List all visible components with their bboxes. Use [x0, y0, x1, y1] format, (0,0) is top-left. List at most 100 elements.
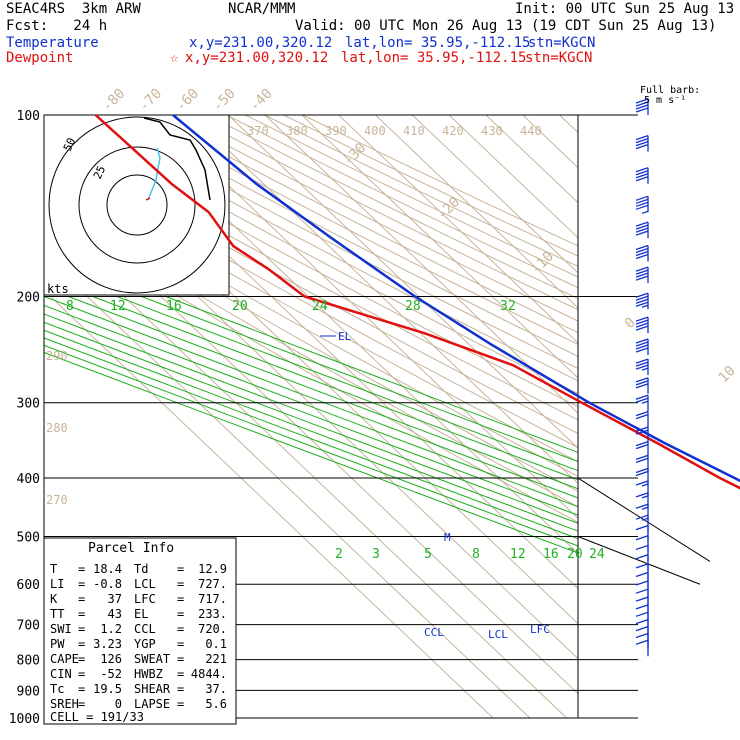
pressure-tick-label: 900 — [17, 684, 40, 699]
parcel-field-eq: = — [78, 622, 85, 636]
wind-barb-flag — [635, 503, 649, 509]
wind-barb — [635, 244, 649, 262]
wind-barb-flag — [635, 358, 649, 364]
moist-adiabat-label: 16 — [166, 299, 182, 314]
parcel-field-key: Td — [134, 562, 148, 576]
pressure-tick-label: 300 — [17, 397, 40, 412]
parcel-field-value: 717. — [198, 592, 227, 606]
wind-barb-flag — [635, 137, 649, 144]
theta-tick-label: 430 — [481, 124, 503, 138]
dewpoint-star-icon: ☆ — [170, 50, 179, 66]
hodograph-units-label: kts — [47, 282, 69, 296]
parcel-field-value: 37. — [205, 682, 227, 696]
wind-barb-flag — [635, 580, 649, 586]
parcel-field-eq: = — [177, 637, 184, 651]
isotherm-tick-label: -50 — [210, 86, 239, 115]
parcel-field-value: 727. — [198, 577, 227, 591]
isotherm-line — [375, 115, 578, 309]
parcel-field-value: -52 — [100, 667, 122, 681]
header-init: Init: 00 UTC Sun 25 Aug 13 — [515, 1, 735, 17]
wind-barb-flag — [635, 295, 649, 301]
pressure-tick-label: 200 — [17, 291, 40, 306]
wind-barb — [635, 292, 649, 310]
parcel-field-eq: = — [78, 637, 85, 651]
dry-adiabat-line — [73, 115, 578, 382]
parcel-field-key: K — [50, 592, 58, 606]
pressure-tick-label: 400 — [17, 472, 40, 487]
dewpoint-station: stn=KGCN — [525, 50, 593, 66]
dry-adiabat-line — [54, 115, 578, 395]
plot-frame — [43, 114, 579, 719]
moist-adiabat-line — [44, 344, 578, 547]
wind-barb — [635, 411, 649, 428]
hodograph-ring-label: 25 — [91, 164, 108, 182]
dry-adiabat-line — [283, 115, 578, 257]
moist-adiabat-line — [44, 304, 578, 508]
isotherm-tick-label: -60 — [173, 86, 202, 115]
parcel-field-eq: = — [177, 592, 184, 606]
parcel-field-key: CCL — [134, 622, 156, 636]
parcel-info-box — [43, 537, 237, 725]
wind-barb-flag — [635, 341, 649, 347]
parcel-field-key: LI — [50, 577, 64, 591]
wind-barb-flag — [635, 170, 649, 176]
temperature-latlon: lat,lon= 35.95,-112.15 — [345, 35, 531, 51]
level-marker-label: LFC — [530, 623, 550, 636]
wind-barb-flag — [635, 426, 649, 432]
parcel-field-eq: = — [177, 562, 184, 576]
dewpoint-legend-label: Dewpoint — [6, 50, 74, 66]
moist-adiabat-line — [92, 296, 578, 481]
wind-barbs — [635, 98, 649, 657]
moist-adiabat-line — [44, 329, 578, 532]
temperature-profile-line — [172, 114, 740, 483]
parcel-field-eq: = — [78, 667, 85, 681]
parcel-field-eq: = — [177, 652, 184, 666]
wind-barb-flag — [641, 400, 649, 404]
parcel-info-title: Parcel Info — [88, 541, 174, 556]
mixing-ratio-label: 5 — [424, 547, 432, 562]
pressure-tick-label: 100 — [17, 109, 40, 124]
parcel-field-key: TT — [50, 607, 64, 621]
moist-adiabat-line — [116, 296, 578, 472]
wind-barb-flag — [635, 325, 649, 331]
dry-adiabat-line — [44, 141, 578, 435]
isotherm-tick-label: -10 — [528, 248, 557, 277]
hodograph-ring-label: 50 — [61, 136, 78, 154]
header-title: SEAC4RS 3km ARW — [6, 1, 141, 17]
parcel-field-eq: = — [78, 652, 85, 666]
isotherm-line — [596, 115, 740, 718]
parcel-field-key: Tc — [50, 682, 64, 696]
wind-barb-flag — [635, 292, 649, 298]
barb-key-line2: 5 m s⁻¹ — [644, 95, 687, 106]
wind-barb-flag — [635, 272, 649, 278]
parcel-field-eq: = — [177, 667, 184, 681]
isotherm-line — [338, 115, 578, 344]
wind-barb-flag — [635, 411, 649, 417]
parcel-field-eq: = — [177, 682, 184, 696]
wind-barb — [635, 266, 649, 284]
level-marker-label: LCL — [488, 628, 508, 641]
isotherm-tick-label: -20 — [434, 194, 463, 223]
wind-barb-flag — [641, 367, 649, 371]
wind-barb-flag — [635, 414, 649, 420]
wind-barb — [635, 441, 649, 458]
wind-barb-flag — [635, 134, 649, 141]
wind-barb-flag — [635, 525, 649, 531]
isotherm-line — [559, 115, 578, 134]
wind-barb-flag — [641, 483, 649, 487]
mixing-ratio-label: 8 — [472, 547, 480, 562]
wind-barb — [635, 580, 649, 598]
wind-barb-flag — [635, 301, 649, 307]
wind-barb — [635, 134, 649, 152]
parcel-field-value: 43 — [108, 607, 122, 621]
wind-barb-flag — [641, 495, 649, 499]
wind-barb-flag — [635, 444, 649, 450]
parcel-field-value: 0.1 — [205, 637, 227, 651]
wind-barb-flag — [635, 618, 649, 625]
wind-barb — [635, 426, 649, 444]
mixing-ratio-label: 2 — [335, 547, 343, 562]
dry-adiabat-line — [44, 176, 578, 477]
theta-tick-label: 270 — [46, 493, 68, 507]
